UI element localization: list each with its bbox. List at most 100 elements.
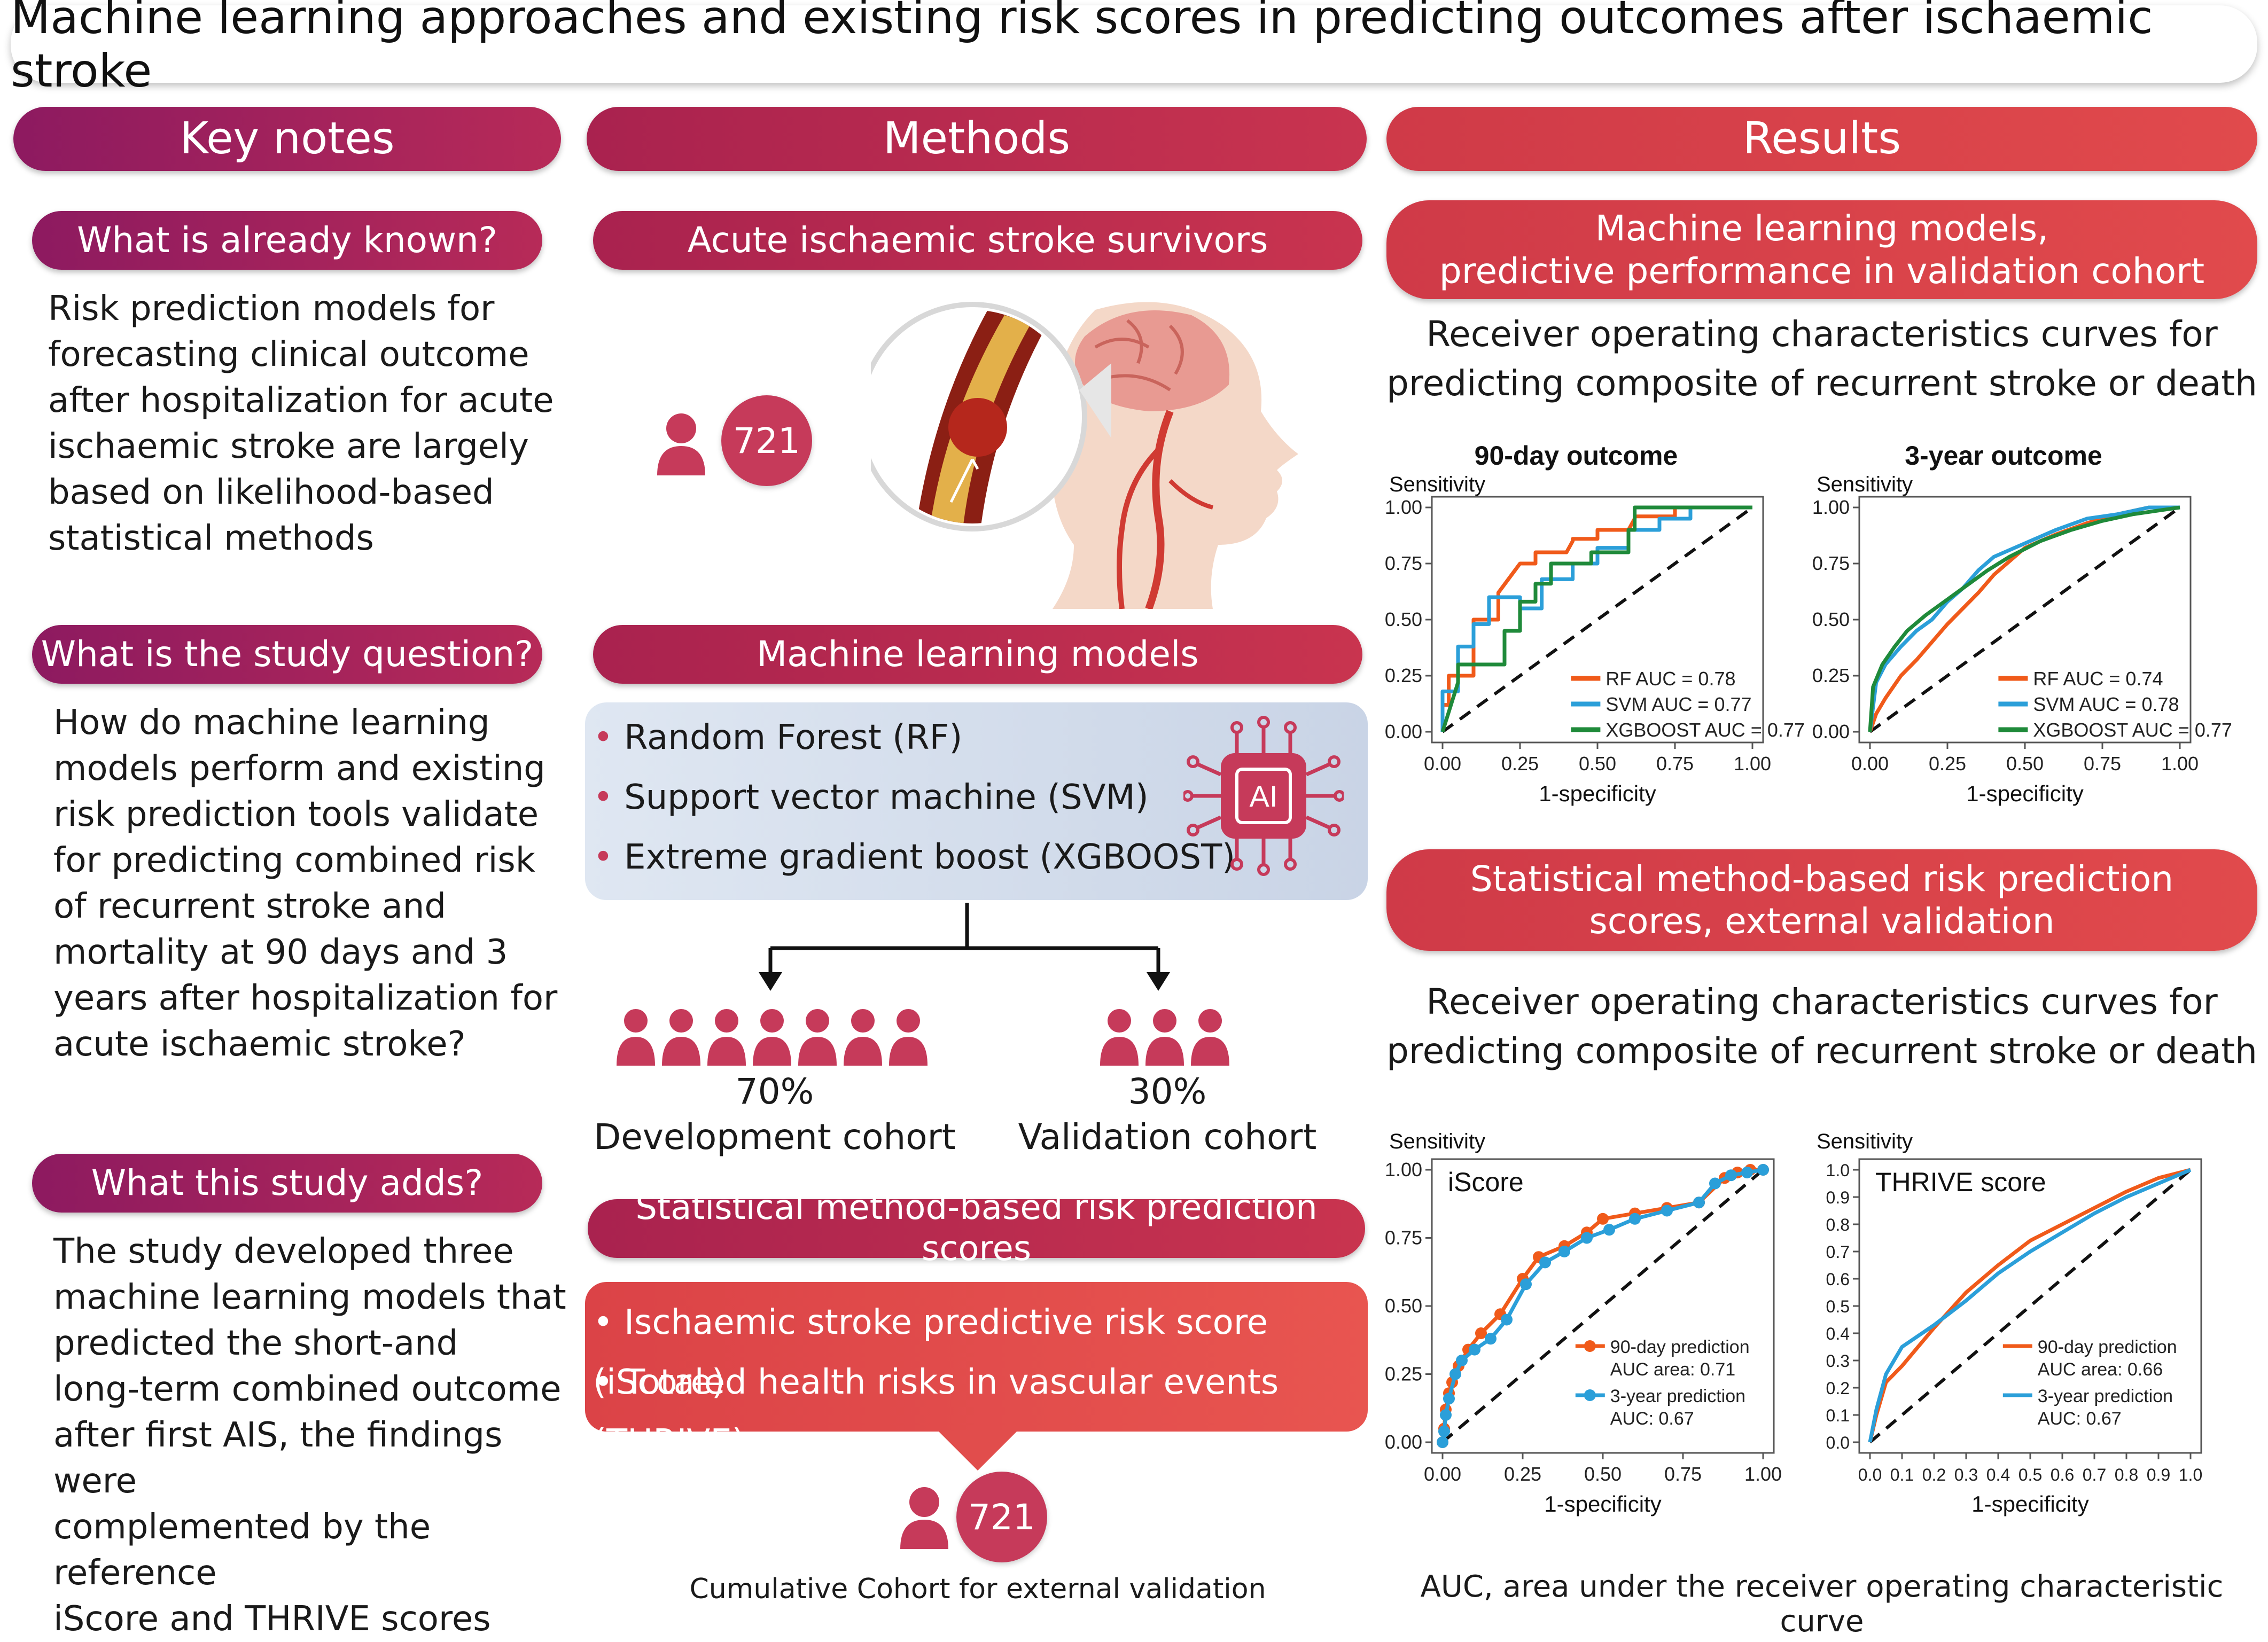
data-point [1661, 1205, 1673, 1217]
y-tick-label: 0.75 [1812, 552, 1850, 574]
y-axis-label: Sensitivity [1817, 1130, 1913, 1153]
ml-heading: Machine learning models [593, 625, 1362, 684]
data-point [1485, 1333, 1497, 1345]
data-point [1438, 1425, 1450, 1437]
legend-sublabel: AUC area: 0.66 [2038, 1359, 2163, 1380]
y-tick-label: 1.0 [1826, 1161, 1850, 1180]
x-tick-label: 0.8 [2115, 1465, 2138, 1484]
y-axis-label: Sensitivity [1389, 1130, 1485, 1153]
known-heading-label: What is already known? [77, 220, 497, 261]
stat-item-thrive-label: Totaled health risks in vascular events … [593, 1363, 1279, 1462]
page-title-box: Machine learning approaches and existing… [11, 0, 2257, 98]
x-tick-label: 0.50 [2006, 753, 2044, 775]
question-line: mortality at 90 days and 3 [53, 933, 508, 972]
legend-marker [1584, 1340, 1596, 1352]
person-icon [900, 1487, 948, 1549]
chart-title: iScore [1448, 1167, 1524, 1197]
ml-item-svm-label: Support vector machine (SVM) [624, 778, 1149, 817]
y-tick-label: 0.6 [1826, 1270, 1850, 1289]
x-tick-label: 0.75 [2084, 753, 2121, 775]
x-tick-label: 0.00 [1424, 1463, 1461, 1485]
data-point [1449, 1368, 1461, 1380]
survivors-count: 721 [733, 420, 800, 462]
ml-heading-label: Machine learning models [757, 634, 1199, 675]
stat-item-iscore: • Ischaemic stroke predictive risk score… [593, 1303, 1268, 1402]
y-tick-label: 0.1 [1826, 1406, 1850, 1425]
x-tick-label: 1.00 [2161, 753, 2199, 775]
score-roc-charts: iScore Sensitivity 1-specificity 0.00 0.25 0.… [1385, 1130, 2202, 1516]
series-line [1440, 505, 1752, 733]
stat-results-heading-line: scores, external validation [1589, 901, 2055, 942]
y-tick-label: 0.3 [1826, 1351, 1850, 1371]
x-tick-label: 0.25 [1501, 753, 1539, 775]
legend-marker [1584, 1389, 1596, 1401]
series-line [1868, 1168, 2191, 1443]
y-tick-label: 1.00 [1385, 496, 1422, 518]
y-tick-label: 0.0 [1826, 1433, 1850, 1452]
data-point [1443, 1393, 1455, 1405]
roc-chart-90day: 90-day outcomeSensitivity1-specificity0.… [1385, 441, 1805, 806]
known-line: forecasting clinical outcome [48, 335, 529, 374]
data-point [1520, 1278, 1532, 1291]
series-line [1868, 505, 2180, 732]
data-point [1501, 1313, 1513, 1326]
y-tick-label: 0.7 [1826, 1242, 1850, 1262]
roc-caption-1: Receiver operating characteristics curve… [1386, 310, 2257, 408]
dev-percent: 70% [735, 1071, 814, 1112]
question-line: acute ischaemic stroke? [53, 1025, 466, 1064]
key-notes-header-label: Key notes [180, 113, 395, 164]
legend-label: SVM AUC = 0.78 [2033, 693, 2179, 715]
adds-heading-label: What this study adds? [91, 1162, 484, 1204]
y-tick-label: 0.50 [1812, 608, 1850, 630]
known-line: statistical methods [48, 519, 374, 558]
data-point [1456, 1355, 1468, 1366]
survivors-heading: Acute ischaemic stroke survivors [593, 211, 1362, 270]
ml-roc-charts: 90-day outcomeSensitivity1-specificity0.… [1385, 441, 2232, 806]
x-tick-label: 0.75 [1664, 1463, 1702, 1485]
legend-sublabel: AUC: 0.67 [2038, 1409, 2122, 1429]
question-line: for predicting combined risk [53, 841, 535, 880]
ml-models-box: • Random Forest (RF) • Support vector ma… [585, 702, 1368, 900]
series-line [1868, 505, 2180, 732]
legend-label: XGBOOST AUC = 0.77 [2033, 719, 2232, 741]
y-tick-label: 0.75 [1385, 552, 1422, 574]
x-tick-label: 0.50 [1584, 1463, 1622, 1485]
data-point [1469, 1343, 1480, 1356]
known-text: Risk prediction models for forecasting c… [48, 286, 561, 561]
data-point [1440, 1409, 1452, 1421]
data-point [1558, 1246, 1570, 1257]
results-header-label: Results [1742, 113, 1901, 164]
legend-sublabel: AUC area: 0.71 [1610, 1359, 1735, 1380]
known-line: Risk prediction models for [48, 289, 495, 329]
y-tick-label: 0.8 [1826, 1215, 1850, 1234]
x-tick-label: 0.50 [1579, 753, 1616, 775]
validation-people [1098, 1007, 1237, 1068]
series-line [1868, 505, 2180, 733]
ml-results-heading-line: predictive performance in validation coh… [1439, 250, 2205, 292]
data-point [1709, 1177, 1721, 1190]
ml-item-rf: • Random Forest (RF) [593, 718, 963, 757]
x-tick-label: 0.3 [1954, 1465, 1978, 1484]
chart-title: 3-year outcome [1905, 441, 2102, 471]
key-notes-header: Key notes [13, 107, 561, 171]
stat-heading-label: Statistical method-based risk prediction… [635, 1188, 1318, 1269]
plot-frame [1431, 1158, 1775, 1454]
x-tick-label: 0.0 [1858, 1465, 1882, 1484]
y-tick-label: 0.00 [1812, 721, 1850, 742]
legend-label: XGBOOST AUC = 0.77 [1605, 719, 1805, 741]
question-text: How do machine learning models perform a… [53, 700, 566, 1067]
legend-label: 90-day prediction [2038, 1337, 2177, 1357]
data-point [1539, 1256, 1551, 1269]
external-count: 721 [968, 1496, 1035, 1538]
series-line [1440, 505, 1752, 732]
y-axis-label: Sensitivity [1389, 473, 1485, 496]
question-line: models perform and existing [53, 749, 545, 788]
adds-line: complemented by the reference [53, 1507, 431, 1593]
legend-sublabel: AUC: 0.67 [1610, 1409, 1694, 1429]
x-tick-label: 0.9 [2147, 1465, 2170, 1484]
survivors-count-badge: 721 [721, 395, 812, 486]
x-tick-label: 0.25 [1929, 753, 1966, 775]
x-tick-label: 1.00 [1744, 1463, 1782, 1485]
known-line: ischaemic stroke are largely [48, 427, 529, 466]
roc-chart-thrive: THRIVE score Sensitivity 1-specificity 0.0 0… [1817, 1130, 2202, 1516]
